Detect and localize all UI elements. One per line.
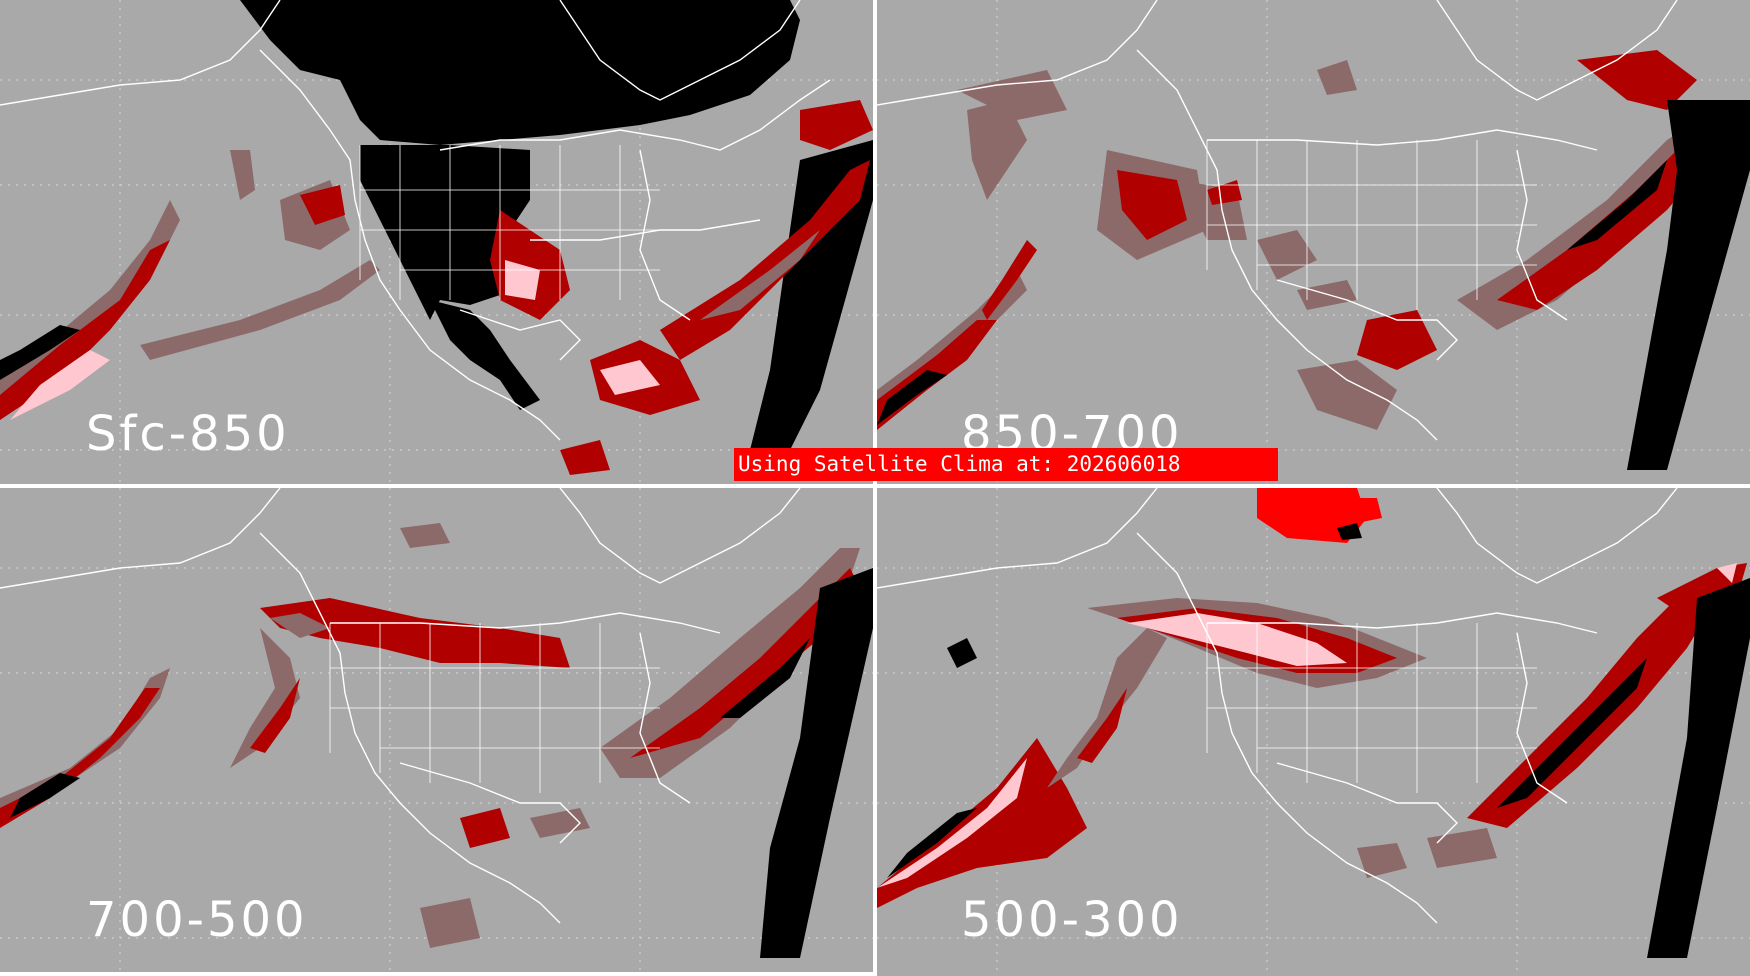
state-borders: [329, 623, 660, 793]
no-data-region: [1627, 100, 1750, 470]
no-data-region: [760, 568, 873, 958]
state-borders: [1206, 140, 1537, 310]
coastlines: [877, 0, 1678, 441]
panel-500-300: 500-300: [877, 488, 1750, 976]
no-data-region: [1647, 578, 1750, 958]
panel-sfc-850: Sfc-850: [0, 0, 873, 484]
state-borders: [1206, 623, 1537, 793]
map-500-300: [877, 488, 1750, 976]
moisture-field: [0, 100, 873, 475]
moisture-field: [877, 488, 1747, 908]
map-700-500: [0, 488, 873, 972]
climatology-banner: Using Satellite Clima at: 202606018: [734, 448, 1278, 481]
coastlines: [0, 488, 801, 924]
no-data-region: [240, 0, 873, 470]
layer-label: 700-500: [86, 892, 308, 948]
coastlines: [877, 488, 1678, 924]
panel-divider-vertical: [873, 0, 877, 976]
moisture-field: [0, 523, 860, 948]
panel-850-700: 850-700: [877, 0, 1750, 484]
panel-700-500: 700-500: [0, 488, 873, 972]
layer-label: Sfc-850: [86, 406, 290, 462]
map-850-700: [877, 0, 1750, 484]
state-borders: [359, 145, 660, 300]
panel-divider-horizontal: [0, 484, 1750, 488]
layer-label: 500-300: [961, 892, 1183, 948]
map-sfc-850: [0, 0, 873, 484]
